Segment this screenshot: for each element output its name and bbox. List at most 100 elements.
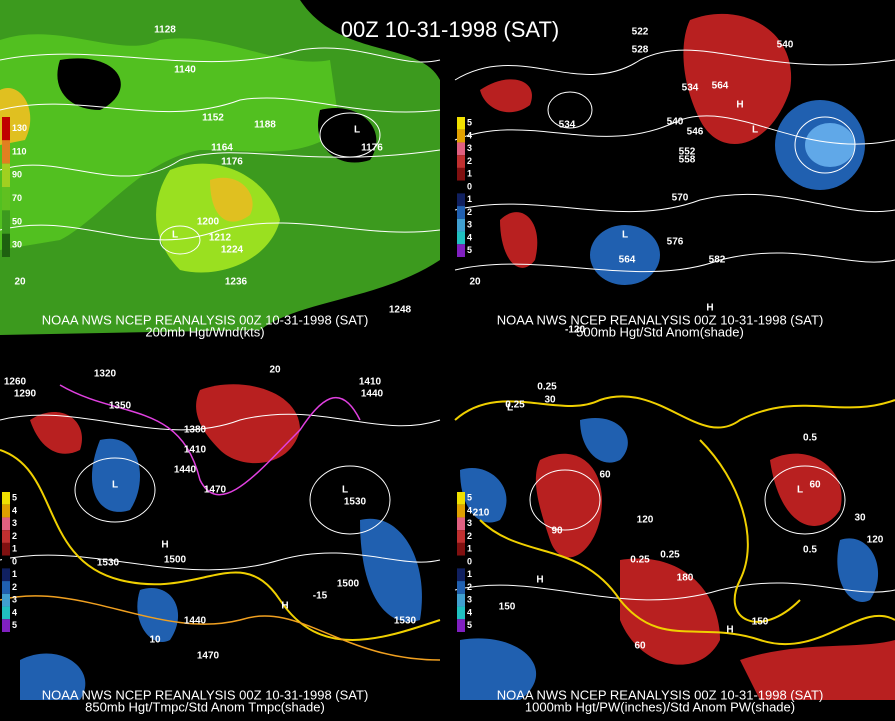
- colorbar-label: 1: [12, 544, 17, 554]
- contour-label: -15: [313, 591, 328, 602]
- colorbar-swatch: [2, 492, 10, 505]
- colorbar-swatch: [2, 187, 10, 211]
- colorbar-swatch: [457, 619, 465, 632]
- colorbar-swatch: [2, 619, 10, 632]
- colorbar-swatch: [457, 129, 465, 143]
- panel-850mb: [0, 375, 441, 716]
- colorbar-swatch: [457, 517, 465, 531]
- colorbar-label: 1: [467, 544, 472, 554]
- contour-label: 522: [632, 27, 649, 38]
- colorbar-label: 70: [12, 193, 22, 203]
- contour-label: 540: [777, 40, 794, 51]
- colorbar-label: 2: [467, 156, 472, 166]
- colorbar-label: 5: [467, 245, 472, 255]
- contour-label: 0.25: [660, 550, 680, 561]
- contour-label: H: [161, 540, 168, 551]
- colorbar-swatch: [2, 117, 10, 141]
- colorbar-swatch: [2, 542, 10, 556]
- contour-label: 552: [679, 147, 696, 158]
- contour-label: 1470: [197, 651, 220, 662]
- colorbar-swatch: [2, 555, 10, 569]
- colorbar-label: 1: [467, 169, 472, 179]
- colorbar-swatch: [2, 568, 10, 582]
- contour-label: 1212: [209, 233, 232, 244]
- contour-label: H: [726, 625, 733, 636]
- contour-label: 1530: [97, 558, 120, 569]
- colorbar-swatch: [2, 530, 10, 543]
- contour-label: L: [172, 230, 178, 241]
- contour-label: 0.25: [505, 400, 525, 411]
- panel-subtitle: 850mb Hgt/Tmpc/Std Anom Tmpc(shade): [85, 699, 325, 714]
- colorbar-swatch: [457, 504, 465, 518]
- contour-label: 1176: [361, 143, 383, 154]
- colorbar-label: 5: [12, 493, 17, 503]
- contour-label: 1350: [109, 401, 132, 412]
- colorbar-swatch: [457, 492, 465, 505]
- panel-caption: NOAA NWS NCEP REANALYSIS 00Z 10-31-1998 …: [42, 687, 369, 702]
- colorbar-swatch: [2, 233, 10, 257]
- contour-label: 1320: [94, 369, 117, 380]
- panel-subtitle: 200mb Hgt/Wnd(kts): [145, 324, 264, 339]
- contour-label: 180: [677, 573, 694, 584]
- colorbar-swatch: [457, 206, 465, 219]
- contour-label: 1188: [254, 120, 276, 131]
- colorbar-label: 2: [12, 531, 17, 541]
- contour-label: 540: [667, 117, 684, 128]
- colorbar-label: 0: [467, 556, 472, 566]
- colorbar-label: 2: [467, 582, 472, 592]
- colorbar-label: 5: [467, 493, 472, 503]
- contour-label: 576: [667, 237, 684, 248]
- contour-label: 60: [809, 480, 821, 491]
- contour-label: 1410: [184, 445, 207, 456]
- panel-200mb: [0, 0, 441, 340]
- colorbar-label: 1: [12, 569, 17, 579]
- contour-label: 20: [469, 277, 481, 288]
- contour-label: L: [112, 480, 118, 491]
- contour-label: 1164: [211, 143, 233, 154]
- colorbar-swatch: [457, 180, 465, 194]
- colorbar-label: 4: [467, 130, 472, 140]
- colorbar-label: 0: [12, 556, 17, 566]
- colorbar-label: 0: [467, 181, 472, 191]
- contour-label: 90: [551, 526, 563, 537]
- contour-label: 1470: [204, 485, 227, 496]
- contour-label: 1200: [197, 217, 220, 228]
- contour-label: 1380: [184, 425, 207, 436]
- colorbar-label: 1: [467, 194, 472, 204]
- colorbar-swatch: [2, 517, 10, 531]
- contour-label: 1248: [389, 305, 412, 316]
- colorbar-swatch: [457, 606, 465, 620]
- panel-500mb: [454, 0, 895, 340]
- contour-label: 558: [679, 155, 696, 166]
- colorbar-swatch: [457, 117, 465, 130]
- contour-label: H: [281, 601, 288, 612]
- colorbar-label: 90: [12, 170, 22, 180]
- contour-label: 1236: [225, 277, 248, 288]
- contour-label: 120: [867, 535, 884, 546]
- contour-label: 1440: [361, 389, 384, 400]
- colorbar-label: 50: [12, 216, 22, 226]
- colorbar-label: 2: [12, 582, 17, 592]
- contour-label: L: [752, 125, 758, 136]
- contour-label: 1530: [394, 616, 417, 627]
- contour-label: 1500: [164, 555, 187, 566]
- contour-label: 1176: [221, 157, 243, 168]
- colorbar-swatch: [2, 606, 10, 620]
- contour-label: 1530: [344, 497, 367, 508]
- colorbar-swatch: [457, 555, 465, 569]
- colorbar-label: 5: [12, 620, 17, 630]
- contour-label: 564: [712, 81, 729, 92]
- contour-label: 1152: [202, 113, 224, 124]
- colorbar-swatch: [457, 244, 465, 257]
- panel-1000mb: [454, 375, 895, 716]
- contour-label: L: [354, 125, 360, 136]
- contour-label: H: [706, 303, 713, 314]
- contour-label: 534: [559, 120, 576, 131]
- contour-label: 1500: [337, 579, 360, 590]
- colorbar-swatch: [457, 542, 465, 556]
- colorbar-swatch: [457, 167, 465, 181]
- contour-label: 120: [637, 515, 654, 526]
- contour-label: 0.25: [537, 382, 557, 393]
- contour-label: 0.25: [630, 555, 650, 566]
